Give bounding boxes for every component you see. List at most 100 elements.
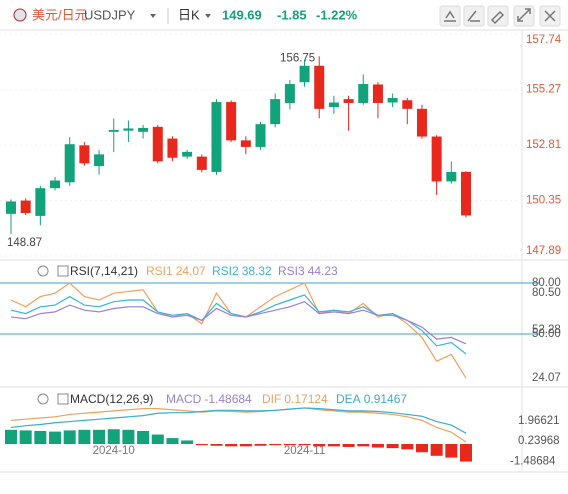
candle-body — [211, 102, 222, 172]
macd-bar — [269, 444, 282, 446]
legend-entry: DEA0.91467 — [336, 392, 407, 406]
macd-bar — [460, 444, 472, 462]
candle-body — [255, 124, 266, 147]
macd-bar — [151, 434, 164, 444]
candle-body — [299, 65, 310, 83]
macd-bar — [225, 444, 238, 447]
candle-body — [402, 100, 413, 109]
candle-body — [416, 108, 427, 137]
macd-bar — [137, 431, 150, 444]
macd-bar — [19, 430, 32, 444]
dropdown-arrow[interactable] — [205, 14, 211, 18]
macd-bar — [239, 444, 252, 447]
legend-value: 0.17124 — [284, 392, 328, 406]
candle-body — [461, 171, 471, 216]
macd-bar — [327, 444, 340, 447]
panel-title: RSI(7,14,21) — [70, 264, 138, 278]
low-annotation: 148.87 — [7, 237, 42, 249]
dropdown-arrow[interactable] — [150, 14, 156, 18]
toolbar — [439, 5, 561, 27]
macd-line — [10, 407, 467, 434]
candle-body — [6, 201, 16, 214]
tool-button[interactable] — [463, 5, 485, 27]
period[interactable]: 日K — [178, 7, 200, 22]
macd-bar — [195, 444, 208, 446]
y-tick-label: 1.96621 — [518, 415, 560, 427]
macd-bar — [5, 429, 17, 444]
candle-body — [358, 84, 369, 103]
y-tick-label: 147.89 — [526, 245, 561, 257]
settings-icon — [37, 265, 49, 277]
macd-bar — [181, 440, 194, 444]
candle-body — [284, 84, 295, 103]
icon — [444, 10, 456, 22]
x-tick-label: 2024-10 — [93, 445, 135, 457]
y-tick-label: 80.00 — [532, 277, 561, 289]
macd-bar — [49, 431, 62, 444]
price: 149.69 — [222, 7, 262, 22]
current-value-label: 24.07 — [532, 372, 561, 384]
y-tick-label: 155.27 — [526, 84, 561, 96]
macd-bar — [357, 444, 370, 447]
candle-body — [270, 99, 281, 125]
macd-bar — [298, 444, 311, 446]
legend-name: RSI3 — [278, 264, 305, 278]
legend-name: DIF — [262, 392, 281, 406]
legend-entry: RSI344.23 — [278, 264, 338, 278]
legend-value: 24.07 — [176, 264, 206, 278]
panel-title: MACD(12,26,9) — [70, 392, 153, 406]
candle-body — [446, 171, 457, 182]
tool-button[interactable] — [439, 5, 461, 27]
y-tick-label: 50.00 — [532, 328, 561, 340]
change-pct: -1.22% — [316, 7, 358, 22]
legend-value: 44.23 — [308, 264, 338, 278]
legend-value: 38.32 — [242, 264, 272, 278]
legend-value: 0.91467 — [364, 392, 408, 406]
icon — [544, 10, 556, 22]
legend-entry: RSI124.07 — [146, 264, 206, 278]
candle-body — [64, 144, 75, 183]
lock-icon — [57, 265, 69, 277]
macd-bar — [122, 429, 135, 444]
symbol[interactable]: USDJPY — [84, 7, 136, 22]
legend-name: DEA — [336, 392, 361, 406]
legend-entry: MACD-1.48684 — [166, 392, 252, 406]
macd-bar — [415, 444, 428, 453]
legend-name: RSI1 — [146, 264, 173, 278]
settings-icon — [37, 393, 49, 405]
candle-body — [314, 65, 325, 109]
candle-body — [196, 156, 207, 170]
rsi-line — [10, 301, 467, 345]
candle-body — [226, 102, 237, 141]
icon — [517, 8, 531, 22]
macd-bar — [386, 444, 399, 449]
lock-icon — [57, 393, 69, 405]
candle-body — [138, 127, 149, 132]
macd-bar — [34, 431, 47, 444]
candle-body — [152, 126, 163, 162]
candle-body — [240, 140, 251, 147]
x-tick-label: 2024-11 — [284, 445, 325, 457]
candle-body — [182, 151, 193, 157]
legend-name: RSI2 — [212, 264, 239, 278]
icon — [490, 10, 505, 25]
candle-body — [123, 128, 134, 131]
y-tick-label: 157.74 — [526, 34, 562, 46]
tool-button[interactable] — [487, 5, 509, 27]
candle-body — [94, 154, 105, 167]
candle-body — [35, 188, 46, 216]
candle-body — [108, 130, 119, 132]
candle-body — [20, 200, 31, 213]
macd-bar — [107, 429, 120, 444]
tool-icons — [444, 8, 556, 25]
macd-bar — [210, 444, 223, 446]
macd-bar — [254, 444, 267, 446]
y-tick-label: 0.23968 — [518, 435, 560, 447]
candle-body — [431, 136, 442, 182]
pair[interactable]: 美元/日元 — [32, 7, 88, 22]
macd-bar — [401, 444, 414, 450]
macd-bar — [63, 430, 76, 444]
macd-bar — [78, 429, 91, 444]
value-marker: 52.28 — [532, 324, 561, 336]
